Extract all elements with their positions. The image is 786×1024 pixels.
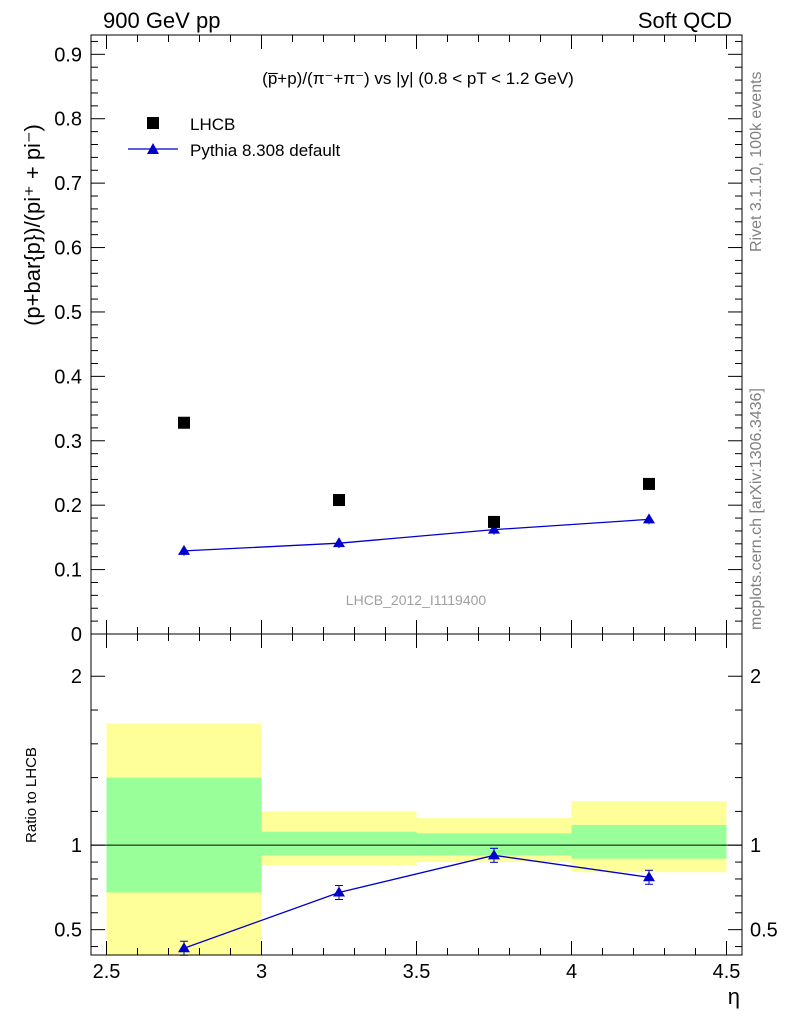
ratio-ylabel: Ratio to LHCB	[23, 747, 40, 843]
ratio-point	[643, 871, 655, 882]
legend-label-data: LHCB	[190, 115, 235, 134]
xtick-label: 3	[256, 961, 267, 983]
mc-line	[183, 518, 650, 552]
top-ytick-label: 0.6	[54, 238, 82, 260]
mc-point	[178, 544, 190, 555]
ratio-point	[488, 849, 500, 860]
ratio-mc-line	[183, 854, 650, 949]
top-ytick-label: 0.7	[54, 173, 82, 195]
data-point	[643, 477, 655, 490]
legend-marker-data	[147, 117, 159, 129]
ratio-panel: 0.5 0.5 1 1 2 2 2.5 3 3.5 4 4.5 Ratio to LHCB η	[23, 633, 778, 1009]
legend-label-mc: Pythia 8.308 default	[190, 141, 341, 160]
xtick-label: 3.5	[403, 961, 431, 983]
mc-point	[333, 537, 345, 548]
top-ytick-label: 0.3	[54, 431, 82, 453]
green-band	[571, 824, 727, 859]
top-panel: 0 0.1 0.2 0.3 0.4 0.5 0.6 0.7 0.8 0.9 (p+bar{p})/(…	[20, 34, 743, 646]
top-ytick-label: 0.5	[54, 302, 82, 324]
xtick-label: 2.5	[93, 961, 121, 983]
top-ytick-label: 0.4	[54, 366, 82, 388]
top-ytick-label: 0.9	[54, 44, 82, 66]
green-band	[416, 833, 572, 856]
mc-point	[643, 513, 655, 524]
analysis-watermark: LHCB_2012_I1119400	[346, 592, 487, 608]
green-band	[106, 777, 262, 893]
ratio-point	[333, 886, 345, 897]
ratio-ytick-label-right: 1	[750, 835, 761, 857]
data-point	[333, 494, 345, 507]
ratio-ytick-label: 1	[71, 835, 82, 857]
green-band	[261, 831, 417, 856]
ratio-ytick-label-right: 0.5	[750, 920, 778, 942]
xlabel: η	[728, 984, 740, 1009]
ratio-point	[178, 942, 190, 953]
ratio-ytick-label: 0.5	[54, 920, 82, 942]
xtick-label: 4.5	[713, 961, 741, 983]
mc-point	[488, 523, 500, 534]
xtick-label: 4	[566, 961, 577, 983]
top-ylabel: (p+bar{p})/(pi⁺ + pi⁻)	[20, 124, 45, 326]
legend-marker-mc	[147, 143, 159, 154]
top-ytick-label: 0.2	[54, 495, 82, 517]
header-right: Soft QCD	[637, 8, 732, 33]
top-ytick-label: 0	[71, 624, 82, 646]
ratio-ytick-label-right: 2	[750, 666, 761, 688]
data-point	[178, 416, 190, 429]
header-left: 900 GeV pp	[103, 8, 221, 33]
top-ytick-label: 0.8	[54, 109, 82, 131]
data-point	[488, 515, 500, 528]
chart-title: (p̅+p)/(π⁻+π⁻) vs |y| (0.8 < pT < 1.2 Ge…	[262, 69, 574, 88]
ratio-ytick-label: 2	[71, 666, 82, 688]
top-frame	[90, 34, 743, 635]
top-ytick-label: 0.1	[54, 560, 82, 582]
